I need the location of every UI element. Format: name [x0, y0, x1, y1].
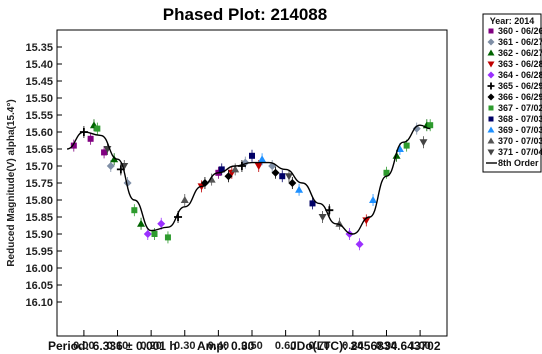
y-tick-label: 15.95 [25, 246, 53, 258]
data-point [284, 173, 293, 181]
y-tick-label: 15.75 [25, 178, 53, 190]
data-point [110, 155, 119, 163]
legend-entry: 371 - 07/04 [498, 147, 542, 157]
y-tick-label: 15.70 [25, 161, 53, 173]
legend-entry: 361 - 06/27 [498, 37, 542, 47]
data-point [288, 179, 297, 187]
legend-marker [487, 49, 495, 56]
data-point [295, 185, 304, 193]
footer-period: Period: 6.336 ± 0.001 h [48, 339, 177, 353]
data-point [70, 142, 77, 149]
x-tick-label: 0.40 [208, 340, 229, 352]
x-tick-label: 0.10 [107, 340, 128, 352]
y-axis: 15.35 15.40 15.45 15.50 15.55 15.60 15.65 15.70… [25, 42, 62, 309]
y-tick-label: 16.05 [25, 280, 53, 292]
plot-frame [56, 29, 448, 337]
y-tick-label: 15.35 [25, 42, 53, 54]
legend-entry: 364 - 06/28 [498, 70, 542, 80]
x-tick-label: 0.30 [174, 340, 195, 352]
legend-marker [487, 93, 495, 101]
data-point [403, 142, 410, 149]
data-point [383, 169, 390, 176]
legend-entry: 368 - 07/03 [498, 114, 542, 124]
data-point [369, 196, 378, 203]
x-tick-label: 0.70 [309, 340, 330, 352]
legend-marker [487, 71, 495, 79]
data-point [419, 139, 428, 147]
data-point [309, 200, 316, 207]
legend-marker [487, 61, 495, 68]
x-tick-label: 0.00 [73, 340, 94, 352]
y-tick-label: 15.80 [25, 195, 53, 207]
legend-marker [487, 137, 495, 144]
data-point [318, 214, 327, 221]
x-tick-label: 0.60 [275, 340, 296, 352]
data-point [224, 172, 233, 181]
data-point [258, 155, 267, 163]
x-tick-label: 0.50 [241, 340, 262, 352]
data-point [271, 168, 280, 177]
footer-amp: Amp: 0.30 [197, 339, 255, 353]
y-axis-label: Reduced Magnitude(V) alpha(15.4°) [6, 99, 17, 266]
y-tick-label: 16.00 [25, 263, 53, 275]
data-point [151, 231, 158, 237]
chart-title: Phased Plot: 214088 [163, 5, 327, 24]
data-point [180, 196, 189, 203]
footer-jdo: JDo(LTC): 2456834.643702 [290, 339, 441, 353]
legend-marker [487, 38, 495, 46]
data-point [143, 230, 152, 238]
legend-entry: 365 - 06/29 [498, 81, 542, 91]
data-point [157, 219, 166, 228]
data-point [427, 122, 434, 129]
data-point [218, 166, 225, 173]
data-point [279, 173, 286, 180]
legend-entry: 370 - 07/03 [498, 136, 542, 146]
legend-entry-fit: 8th Order [498, 158, 539, 168]
data-point [249, 152, 255, 159]
y-tick-label: 16.10 [25, 297, 53, 309]
legend-entry: 366 - 06/29 [498, 92, 542, 102]
x-tick-label: 0.80 [342, 340, 363, 352]
legend-marker [487, 126, 495, 133]
y-tick-label: 15.55 [25, 110, 53, 122]
x-tick-label: 0.20 [140, 340, 161, 352]
legend-marker [487, 82, 495, 90]
data-point [131, 207, 138, 214]
data-point [200, 179, 209, 187]
y-tick-label: 15.40 [25, 59, 53, 71]
x-tick-label: 0.90 [376, 340, 397, 352]
y-tick-label: 15.65 [25, 144, 53, 156]
legend-title: Year: 2014 [490, 16, 535, 26]
data-points [70, 119, 434, 251]
y-tick-label: 15.45 [25, 76, 53, 88]
data-point [87, 135, 94, 142]
y-tick-label: 15.85 [25, 212, 53, 224]
x-tick-label: 1.00 [409, 340, 430, 352]
data-point [355, 240, 364, 249]
legend-marker [488, 116, 494, 122]
legend-entry: 360 - 06/26 [498, 26, 542, 36]
x-axis: 0.00 0.10 0.20 0.30 0.40 0.50 0.60 0.70 0.80 0.90… [73, 330, 431, 352]
legend-marker [488, 105, 494, 111]
data-point [254, 163, 263, 170]
legend-entry: 362 - 06/27 [498, 48, 542, 58]
data-point [106, 162, 115, 170]
legend-entry: 363 - 06/28 [498, 59, 542, 69]
data-point [412, 124, 421, 133]
y-tick-label: 15.60 [25, 127, 53, 139]
y-tick-label: 15.50 [25, 93, 53, 105]
legend-marker [487, 149, 495, 156]
legend-entry: 369 - 07/03 [498, 125, 542, 135]
fit-curve [66, 124, 431, 235]
data-point [101, 149, 108, 156]
data-point [231, 165, 240, 173]
legend-marker [488, 28, 494, 34]
data-point [94, 125, 101, 132]
legend-entry: 367 - 07/02 [498, 103, 542, 113]
data-point [137, 219, 146, 227]
data-point [164, 234, 171, 241]
y-tick-label: 15.90 [25, 229, 53, 241]
